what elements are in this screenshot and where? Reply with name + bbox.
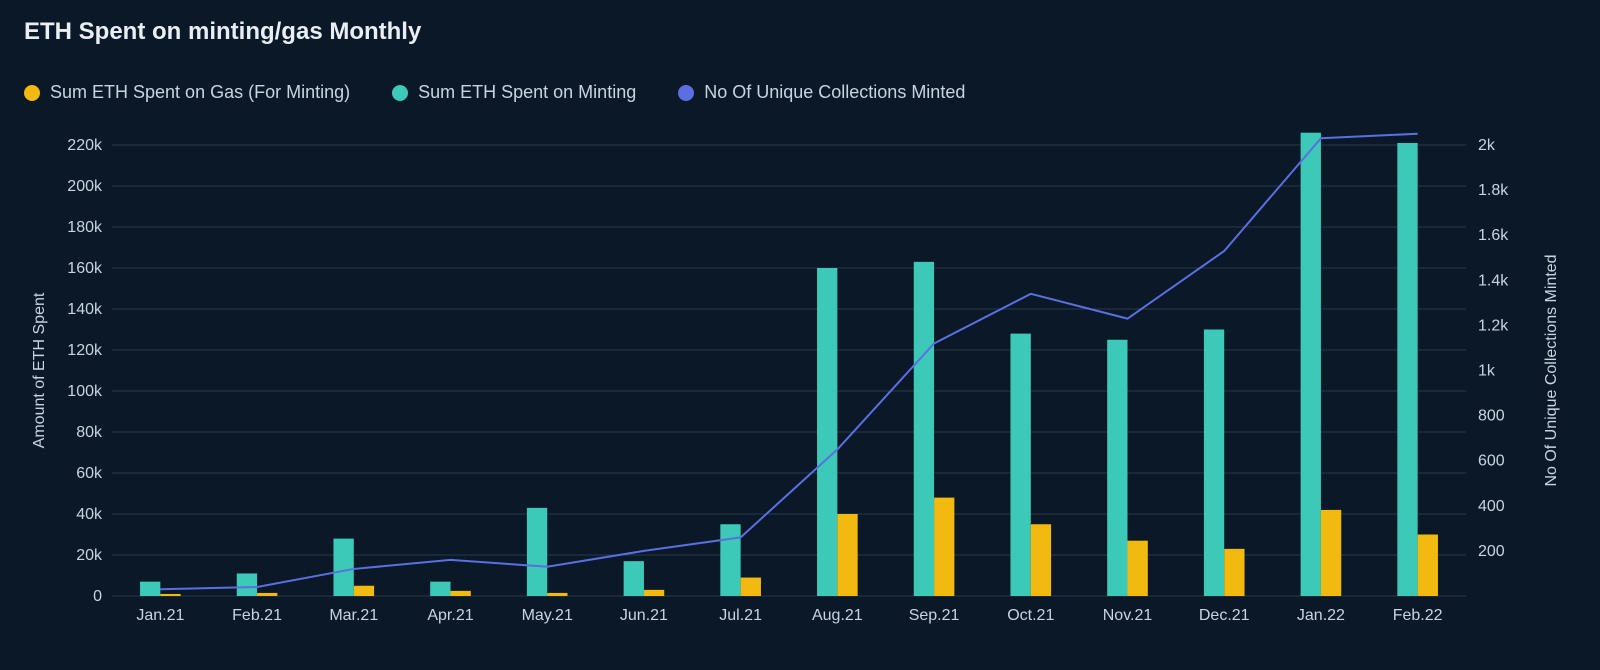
bar-minting[interactable] — [1204, 330, 1224, 597]
y-right-tick: 1.2k — [1478, 317, 1509, 334]
bar-minting[interactable] — [1010, 334, 1030, 596]
y-left-tick: 80k — [76, 424, 103, 441]
x-tick: Mar.21 — [329, 607, 378, 624]
y-right-tick: 1.8k — [1478, 182, 1509, 199]
bar-gas[interactable] — [1321, 510, 1341, 596]
y-right-tick: 2k — [1478, 137, 1496, 154]
bar-gas[interactable] — [934, 498, 954, 596]
bar-gas[interactable] — [547, 593, 567, 596]
y-right-tick: 800 — [1478, 408, 1505, 425]
bar-minting[interactable] — [1397, 143, 1417, 596]
bar-gas[interactable] — [1418, 535, 1438, 597]
bar-minting[interactable] — [430, 582, 450, 596]
x-tick: May.21 — [522, 607, 573, 624]
legend-item[interactable]: Sum ETH Spent on Minting — [392, 82, 636, 103]
legend-swatch-icon — [678, 85, 694, 101]
y-left-tick: 120k — [67, 342, 103, 359]
y-left-tick: 60k — [76, 465, 103, 482]
y-left-tick: 140k — [67, 301, 103, 318]
plot-area: 0 20k 40k 60k 80k 100k 120k 140k 160k 180k 200k 220… — [24, 131, 1576, 636]
bar-gas[interactable] — [354, 586, 374, 596]
legend: Sum ETH Spent on Gas (For Minting) Sum ET… — [24, 82, 1576, 103]
bar-minting[interactable] — [1107, 340, 1127, 596]
x-tick: Feb.21 — [232, 607, 282, 624]
x-tick: Sep.21 — [909, 607, 960, 624]
bar-minting[interactable] — [527, 508, 547, 596]
y-left-tick: 20k — [76, 547, 103, 564]
x-tick: Jan.22 — [1297, 607, 1345, 624]
x-tick: Oct.21 — [1007, 607, 1054, 624]
bar-minting[interactable] — [1301, 133, 1321, 596]
chart-container: ETH Spent on minting/gas Monthly Sum ETH… — [0, 0, 1600, 670]
bar-minting[interactable] — [720, 524, 740, 596]
y-left-tick: 160k — [67, 260, 103, 277]
bar-gas[interactable] — [451, 591, 471, 596]
bar-minting[interactable] — [817, 268, 837, 596]
bar-minting[interactable] — [624, 561, 644, 596]
y-right-tick: 400 — [1478, 498, 1505, 515]
x-tick: Jul.21 — [719, 607, 762, 624]
y-left-tick: 100k — [67, 383, 103, 400]
y-left-label: Amount of ETH Spent — [31, 292, 48, 448]
y-left-tick: 0 — [93, 588, 102, 605]
bar-minting[interactable] — [237, 573, 257, 596]
legend-item[interactable]: Sum ETH Spent on Gas (For Minting) — [24, 82, 350, 103]
y-right-tick: 600 — [1478, 453, 1505, 470]
y-right-label: No Of Unique Collections Minted — [1543, 254, 1560, 486]
y-right-tick: 1.6k — [1478, 227, 1509, 244]
bar-minting[interactable] — [333, 539, 353, 596]
y-right-tick: 1.4k — [1478, 272, 1509, 289]
legend-swatch-icon — [392, 85, 408, 101]
bar-gas[interactable] — [257, 593, 277, 596]
x-tick: Apr.21 — [427, 607, 473, 624]
bar-gas[interactable] — [644, 590, 664, 596]
bar-minting[interactable] — [140, 582, 160, 596]
x-tick: Feb.22 — [1393, 607, 1443, 624]
bar-gas[interactable] — [741, 578, 761, 596]
bar-gas[interactable] — [837, 514, 857, 596]
legend-label: Sum ETH Spent on Gas (For Minting) — [50, 82, 350, 103]
y-left-tick: 180k — [67, 219, 103, 236]
y-left-tick: 220k — [67, 137, 103, 154]
bar-gas[interactable] — [1031, 524, 1051, 596]
legend-label: No Of Unique Collections Minted — [704, 82, 965, 103]
bar-minting[interactable] — [914, 262, 934, 596]
line-unique-collections[interactable] — [160, 134, 1417, 590]
x-tick: Dec.21 — [1199, 607, 1250, 624]
y-left-tick: 200k — [67, 178, 103, 195]
x-tick: Jan.21 — [136, 607, 184, 624]
bar-gas[interactable] — [160, 594, 180, 596]
chart-title: ETH Spent on minting/gas Monthly — [24, 18, 1576, 46]
y-left-tick: 40k — [76, 506, 103, 523]
legend-item[interactable]: No Of Unique Collections Minted — [678, 82, 965, 103]
y-right-tick: 1k — [1478, 363, 1496, 380]
x-tick: Aug.21 — [812, 607, 863, 624]
bar-gas[interactable] — [1128, 541, 1148, 596]
bar-gas[interactable] — [1224, 549, 1244, 596]
x-tick: Nov.21 — [1103, 607, 1153, 624]
x-tick: Jun.21 — [620, 607, 668, 624]
legend-swatch-icon — [24, 85, 40, 101]
y-right-tick: 200 — [1478, 543, 1505, 560]
legend-label: Sum ETH Spent on Minting — [418, 82, 636, 103]
